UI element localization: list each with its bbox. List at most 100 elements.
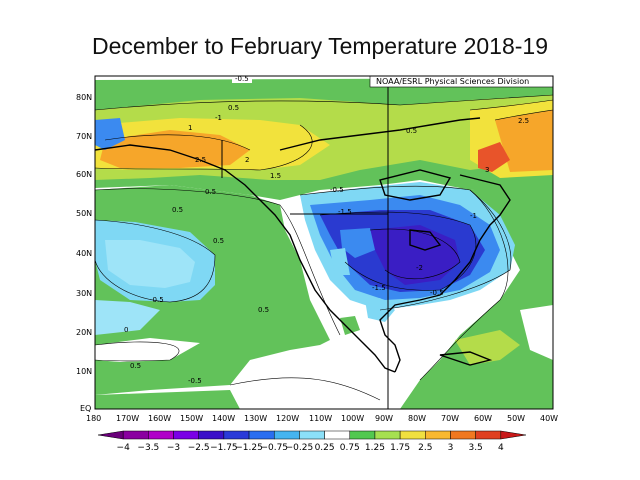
lon-label: 80W bbox=[408, 414, 426, 423]
contour-label: -0.5 bbox=[235, 75, 249, 83]
colorbar-swatch bbox=[450, 430, 476, 440]
contour-line bbox=[95, 219, 216, 303]
contour-line bbox=[369, 228, 461, 280]
contour-label: -0.5 bbox=[430, 289, 444, 297]
colorbar-label: −2.5 bbox=[188, 443, 210, 453]
caribbean-warm bbox=[455, 330, 520, 365]
contour-label: 2.5 bbox=[518, 117, 529, 125]
colorbar-swatch bbox=[425, 430, 451, 440]
lon-label: 120W bbox=[276, 414, 299, 423]
contour-label: 0.5 bbox=[205, 188, 216, 196]
colorbar-swatch bbox=[500, 430, 527, 440]
na-cold-edge bbox=[330, 248, 350, 275]
na-cold-core bbox=[370, 225, 460, 285]
contour-label: 3 bbox=[485, 166, 489, 174]
longitude-axis: 180 170W 160W 150W 140W 130W 120W 110W 1… bbox=[86, 414, 558, 423]
hudson-bay bbox=[379, 169, 452, 201]
mexico-green bbox=[340, 316, 360, 335]
lat-label: 50N bbox=[76, 209, 92, 218]
anomaly-field bbox=[95, 76, 553, 409]
colorbar-swatch bbox=[374, 430, 401, 440]
lon-label: 180 bbox=[86, 414, 101, 423]
lat-label: 20N bbox=[76, 328, 92, 337]
latitude-axis: 80N 70N 60N 50N 40N 30N 20N 10N EQ bbox=[76, 93, 92, 413]
arctic-coastline bbox=[279, 117, 481, 151]
contour-line bbox=[419, 189, 509, 381]
greenland-red bbox=[478, 142, 510, 172]
contour-line bbox=[229, 377, 381, 401]
lon-label: 150W bbox=[180, 414, 203, 423]
contour-line bbox=[104, 134, 251, 151]
contour-line bbox=[95, 124, 313, 171]
colorbar-swatch bbox=[148, 430, 174, 440]
colorbar-swatch bbox=[475, 430, 502, 440]
lat-label: 80N bbox=[76, 93, 92, 102]
lon-label: 40W bbox=[540, 414, 558, 423]
contour-label: -1 bbox=[470, 212, 477, 220]
equatorial-green bbox=[95, 390, 240, 409]
colorbar-swatch bbox=[399, 430, 426, 440]
alaska-orange-core bbox=[180, 145, 225, 165]
contour-label: 1.5 bbox=[270, 172, 281, 180]
lon-label: 60W bbox=[474, 414, 492, 423]
contour-label: 0.5 bbox=[172, 206, 183, 214]
pacific-cool-south bbox=[95, 300, 160, 335]
colorbar-swatch bbox=[223, 430, 250, 440]
siberia-cool bbox=[95, 118, 125, 150]
colorbar-swatch bbox=[198, 430, 225, 440]
colorbar-label: 2.5 bbox=[418, 443, 432, 453]
contour-label: -2 bbox=[416, 264, 423, 272]
contour-line bbox=[95, 188, 341, 336]
lat-label: 40N bbox=[76, 249, 92, 258]
contour-label: 0 bbox=[124, 326, 128, 334]
colorbar-swatch bbox=[349, 430, 376, 440]
colorbar-label: 1.25 bbox=[365, 443, 385, 453]
great-lakes bbox=[409, 229, 442, 251]
colorbar-swatch bbox=[273, 430, 300, 440]
pacific-cool-core bbox=[105, 240, 195, 288]
colorbar-label: 0.75 bbox=[340, 443, 360, 453]
atlantic-green-region bbox=[400, 180, 553, 409]
lat-label: 70N bbox=[76, 132, 92, 141]
contour-label: 0.5 bbox=[130, 362, 141, 370]
colorbar-label: −0.75 bbox=[260, 443, 288, 453]
west-coastline bbox=[95, 144, 396, 373]
contour-line bbox=[469, 99, 553, 111]
colorbar-label: −1.75 bbox=[210, 443, 238, 453]
lat-label: 60N bbox=[76, 170, 92, 179]
contour-label: 0.5 bbox=[406, 127, 417, 135]
contour-line bbox=[95, 94, 553, 111]
lon-label: 90W bbox=[375, 414, 393, 423]
contour-label: 2 bbox=[245, 156, 249, 164]
lon-label: 170W bbox=[116, 414, 139, 423]
tropical-neutral-2 bbox=[230, 370, 395, 409]
greenland-orange bbox=[495, 110, 553, 172]
credit-label: NOAA/ESRL Physical Sciences Division bbox=[376, 77, 529, 86]
lon-label: 50W bbox=[507, 414, 525, 423]
lon-label: 100W bbox=[341, 414, 364, 423]
tropical-neutral-1 bbox=[95, 338, 200, 362]
contour-label: -1.5 bbox=[372, 284, 386, 292]
contour-label: 0.5 bbox=[213, 237, 224, 245]
colorbar-label: −3.5 bbox=[137, 443, 159, 453]
lon-label: 130W bbox=[244, 414, 267, 423]
contour-label: -0.5 bbox=[188, 377, 202, 385]
colorbar-swatch bbox=[173, 430, 199, 440]
contour-line bbox=[95, 341, 179, 362]
colorbar-label: −1.25 bbox=[235, 443, 263, 453]
contour-label: -0.5 bbox=[150, 296, 164, 304]
colorbar-label: 1.75 bbox=[390, 443, 410, 453]
plot-title: December to February Temperature 2018-19 bbox=[92, 33, 548, 59]
contour-label: 0.5 bbox=[228, 104, 239, 112]
lat-label: EQ bbox=[80, 404, 91, 413]
colorbar-swatch bbox=[324, 430, 351, 440]
colorbar-label: −0.25 bbox=[286, 443, 314, 453]
colorbar-label: −3 bbox=[167, 443, 180, 453]
contour-line bbox=[494, 109, 553, 121]
colorbar-swatch bbox=[122, 430, 149, 440]
lon-label: 140W bbox=[212, 414, 235, 423]
lat-label: 30N bbox=[76, 289, 92, 298]
lon-label: 70W bbox=[441, 414, 459, 423]
colorbar-swatch bbox=[299, 430, 325, 440]
